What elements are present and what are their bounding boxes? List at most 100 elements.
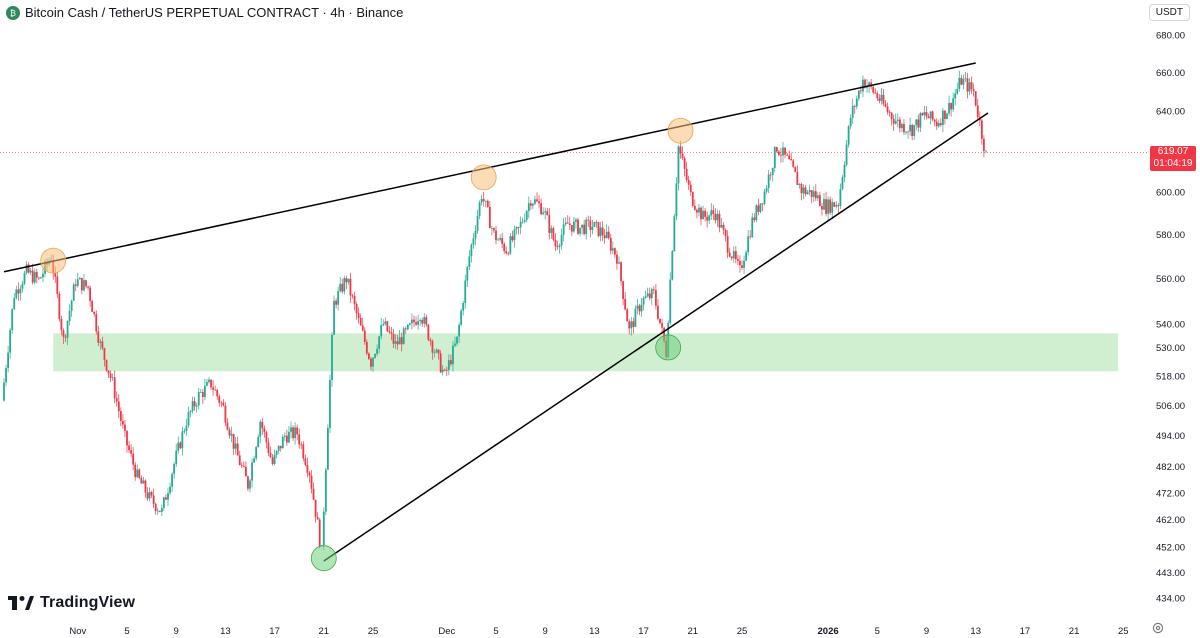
currency-button[interactable]: USDT	[1148, 4, 1190, 21]
candle-body	[87, 286, 89, 288]
candle-body	[163, 497, 165, 508]
candle	[720, 217, 723, 229]
candle	[734, 246, 737, 264]
candle-body	[857, 90, 860, 99]
candle	[398, 329, 401, 345]
candle-body	[306, 464, 309, 473]
candle	[821, 202, 823, 216]
candle-body	[122, 420, 124, 425]
candle-body	[286, 435, 288, 443]
candle	[892, 114, 895, 131]
highlight-green	[310, 545, 337, 572]
candle	[534, 195, 536, 206]
candle-body	[765, 188, 768, 192]
candle	[515, 226, 518, 235]
candle-body	[253, 458, 255, 463]
candle-body	[355, 304, 358, 314]
candle-body	[677, 146, 680, 184]
candle-body	[909, 124, 911, 132]
candle-body	[415, 322, 417, 325]
candle	[404, 326, 407, 335]
candle	[911, 123, 914, 141]
candle	[300, 441, 303, 450]
settings-icon[interactable]	[1152, 622, 1164, 634]
candle	[927, 113, 930, 119]
candle	[462, 300, 465, 316]
candle	[898, 116, 901, 133]
candle	[386, 320, 389, 333]
candle-body	[712, 210, 715, 215]
candle-body	[447, 360, 450, 370]
candle	[206, 378, 208, 387]
price-tick-label: 494.00	[1156, 431, 1185, 442]
candle-body	[58, 293, 61, 319]
candle	[622, 280, 624, 306]
time-tick-label: 9	[924, 626, 929, 637]
candle	[743, 255, 745, 275]
candle	[909, 117, 911, 136]
candle-body	[191, 401, 194, 411]
candle	[341, 278, 344, 294]
candle-body	[527, 203, 530, 212]
candle	[745, 249, 747, 262]
candle-body	[509, 236, 512, 254]
candle-body	[915, 119, 918, 126]
candle-body	[642, 297, 645, 305]
highlight-orange	[470, 164, 497, 191]
candle	[242, 461, 245, 468]
candle-body	[288, 431, 290, 443]
candle	[29, 267, 32, 276]
bitcoin-cash-icon: ₿	[6, 5, 20, 20]
candle	[273, 449, 276, 466]
candle-body	[562, 224, 565, 235]
candle-body	[808, 190, 811, 193]
tradingview-logo[interactable]: TradingView	[8, 594, 135, 612]
candle	[275, 450, 278, 459]
candle-body	[935, 121, 938, 127]
candle	[603, 229, 606, 244]
candle	[117, 394, 120, 418]
candle	[790, 152, 793, 161]
candle-body	[681, 153, 684, 159]
candle-body	[345, 278, 348, 283]
candle-body	[144, 480, 147, 493]
candle-body	[554, 239, 557, 247]
candle	[847, 125, 850, 148]
candle-body	[193, 401, 196, 407]
candle-body	[599, 227, 602, 237]
candle	[536, 192, 538, 202]
candle-body	[450, 360, 452, 365]
candle-body	[609, 238, 612, 251]
candle-body	[755, 205, 758, 221]
candle-body	[898, 119, 901, 129]
candle-body	[351, 295, 354, 297]
price-tick-label: 443.00	[1156, 568, 1185, 579]
candle-body	[81, 277, 83, 291]
candle	[257, 434, 260, 448]
candle	[281, 434, 284, 449]
candle	[849, 114, 852, 130]
candle	[115, 391, 118, 407]
candle-body	[583, 224, 586, 235]
candle	[944, 110, 946, 125]
candle	[880, 87, 883, 105]
candle	[288, 426, 290, 444]
candle-body	[423, 317, 426, 324]
candle-body	[968, 82, 971, 92]
candle	[261, 417, 264, 435]
candle	[669, 272, 672, 325]
candle-body	[398, 337, 401, 345]
candle	[3, 378, 5, 402]
candle	[829, 196, 832, 216]
candle-body	[165, 497, 167, 500]
candle	[958, 70, 961, 92]
candle	[122, 414, 124, 429]
time-tick-label: 21	[1069, 626, 1080, 637]
candle-body	[685, 168, 688, 180]
candle	[579, 227, 581, 237]
candle-body	[497, 239, 499, 241]
candle-body	[821, 206, 823, 210]
candle-body	[228, 429, 231, 436]
candle	[626, 307, 629, 322]
